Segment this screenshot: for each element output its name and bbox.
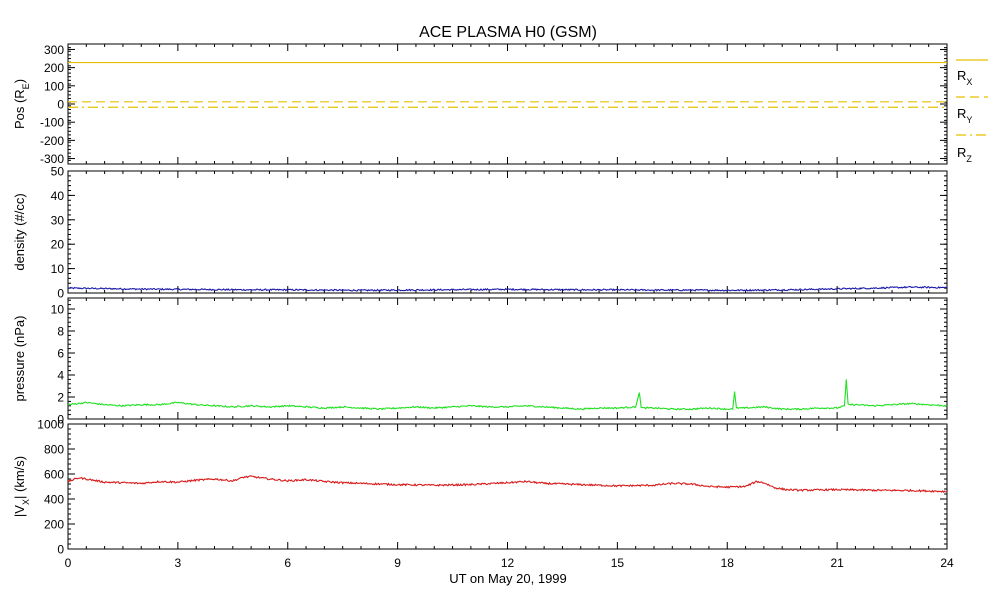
legend-label-ry: RY bbox=[957, 106, 972, 125]
series-line-vx bbox=[68, 475, 947, 494]
y-tick-label: -300 bbox=[40, 152, 64, 166]
panel-pos: 300 200 100 0 -100 -200 -300 Pos (RE) bbox=[12, 43, 948, 166]
panel-vx: 0 200 400 600 800 1000 |VX| (km/s) bbox=[12, 418, 948, 557]
y-tick-label: 8 bbox=[57, 325, 64, 339]
y-tick-label: 200 bbox=[44, 61, 64, 75]
y-axis-label-pressure: pressure (nPa) bbox=[12, 316, 27, 402]
x-tick-label: 3 bbox=[175, 556, 182, 570]
y-tick-label: 6 bbox=[57, 347, 64, 361]
series-line-p bbox=[68, 379, 947, 411]
y-tick-label: -200 bbox=[40, 134, 64, 148]
y-tick-label: 30 bbox=[51, 213, 65, 227]
panel-frame-vx bbox=[67, 423, 948, 550]
y-tick-label: 1000 bbox=[37, 418, 64, 432]
x-tick-label: 12 bbox=[501, 556, 515, 570]
panel-frame-density bbox=[67, 170, 948, 294]
y-tick-label: -100 bbox=[40, 116, 64, 130]
y-axis-label-pos: Pos (RE) bbox=[12, 79, 31, 129]
legend-label-rz: RZ bbox=[957, 145, 972, 164]
y-tick-label: 200 bbox=[44, 518, 64, 532]
y-tick-label: 400 bbox=[44, 493, 64, 507]
x-axis: 0 3 6 9 12 15 18 21 24 bbox=[65, 556, 954, 570]
chart-title: ACE PLASMA H0 (GSM) bbox=[419, 24, 597, 41]
x-tick-label: 6 bbox=[284, 556, 291, 570]
legend: RX RY RZ bbox=[956, 59, 988, 164]
y-tick-label: 100 bbox=[44, 79, 64, 93]
y-tick-label: 0 bbox=[57, 413, 64, 427]
x-tick-label: 0 bbox=[65, 556, 72, 570]
y-tick-label: 600 bbox=[44, 468, 64, 482]
y-tick-label: 2 bbox=[57, 391, 64, 405]
panel-frame-pressure bbox=[67, 297, 948, 420]
legend-label-rx: RX bbox=[957, 68, 972, 87]
y-tick-label: 800 bbox=[44, 443, 64, 457]
y-tick-label: 4 bbox=[57, 369, 64, 383]
y-tick-label: 10 bbox=[51, 303, 65, 317]
y-tick-label: 0 bbox=[57, 287, 64, 301]
y-tick-label: 40 bbox=[51, 189, 65, 203]
series-line-n bbox=[68, 285, 947, 292]
y-tick-label: 10 bbox=[51, 262, 65, 276]
x-tick-label: 21 bbox=[830, 556, 844, 570]
x-tick-label: 15 bbox=[611, 556, 625, 570]
y-axis-label-density: density (#/cc) bbox=[12, 193, 27, 270]
y-tick-label: 300 bbox=[44, 43, 64, 57]
y-axis-label-vx: |VX| (km/s) bbox=[12, 456, 31, 517]
y-tick-label: 50 bbox=[51, 165, 65, 179]
y-tick-label: 0 bbox=[57, 543, 64, 557]
y-tick-label: 20 bbox=[51, 238, 65, 252]
x-tick-label: 9 bbox=[394, 556, 401, 570]
x-tick-label: 18 bbox=[721, 556, 735, 570]
panel-pressure: 0 2 4 6 8 10 pressure (nPa) bbox=[12, 297, 948, 427]
y-tick-label: 0 bbox=[57, 98, 64, 112]
x-tick-label: 24 bbox=[940, 556, 954, 570]
panel-density: 0 10 20 30 40 50 density (#/cc) bbox=[12, 165, 948, 301]
x-axis-label: UT on May 20, 1999 bbox=[449, 571, 567, 586]
